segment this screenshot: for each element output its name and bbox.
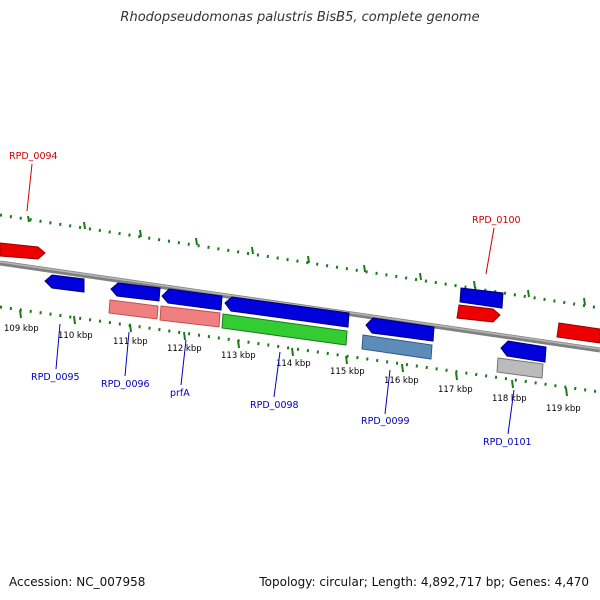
gene-RPD_0100-alt[interactable] [459, 287, 504, 309]
gene-RPD_0099[interactable] [365, 317, 435, 342]
gene-labels: RPD_0094 RPD_0100 RPD_0095 RPD_0096 prfA… [9, 151, 532, 448]
kbp-label: 110 kbp [58, 331, 93, 341]
gene-RPD_0098[interactable] [224, 296, 350, 328]
kbp-label: 109 kbp [4, 324, 39, 334]
kbp-label: 111 kbp [113, 337, 148, 347]
feature-bar [221, 313, 348, 346]
label-RPD_0101: RPD_0101 [483, 437, 532, 448]
gene-RPD_0100[interactable] [456, 304, 501, 323]
kbp-label: 116 kbp [384, 376, 419, 386]
feature-bar [361, 334, 433, 360]
feature-bars [108, 299, 544, 379]
outer-tick-track [0, 213, 600, 310]
label-prfA: prfA [170, 388, 190, 399]
label-RPD_0094: RPD_0094 [9, 151, 58, 162]
gene-RPD_0095[interactable] [44, 274, 85, 293]
genome-title: Rhodopseudomonas palustris BisB5, comple… [120, 10, 480, 25]
label-RPD_0098: RPD_0098 [250, 400, 299, 411]
kbp-label: 113 kbp [221, 351, 256, 361]
accession-label: Accession: NC_007958 [9, 575, 146, 589]
label-RPD_0096: RPD_0096 [101, 379, 150, 390]
gene-RPD_0101[interactable] [500, 340, 547, 363]
kbp-label: 117 kbp [438, 385, 473, 395]
feature-bar [159, 305, 221, 328]
kbp-label: 115 kbp [330, 367, 365, 377]
kbp-label: 119 kbp [546, 404, 581, 414]
gene-RPD_0102[interactable] [556, 322, 600, 344]
label-RPD_0100: RPD_0100 [472, 215, 521, 226]
label-RPD_0095: RPD_0095 [31, 372, 80, 383]
gene-RPD_0094[interactable] [0, 242, 46, 260]
feature-bar [108, 299, 159, 320]
kbp-scale-labels: 109 kbp 110 kbp 111 kbp 112 kbp 113 kbp … [4, 324, 581, 414]
inner-tick-track [0, 305, 600, 397]
label-RPD_0099: RPD_0099 [361, 416, 410, 427]
label-leaders [26, 163, 515, 435]
forward-genes [0, 242, 600, 344]
kbp-label: 118 kbp [492, 394, 527, 404]
kbp-label: 112 kbp [167, 344, 202, 354]
gene-RPD_0096[interactable] [110, 282, 161, 302]
gene-prfA[interactable] [161, 288, 223, 311]
feature-bar [496, 357, 544, 379]
kbp-label: 114 kbp [276, 359, 311, 369]
reverse-genes [44, 274, 547, 363]
genome-summary: Topology: circular; Length: 4,892,717 bp… [259, 575, 589, 589]
